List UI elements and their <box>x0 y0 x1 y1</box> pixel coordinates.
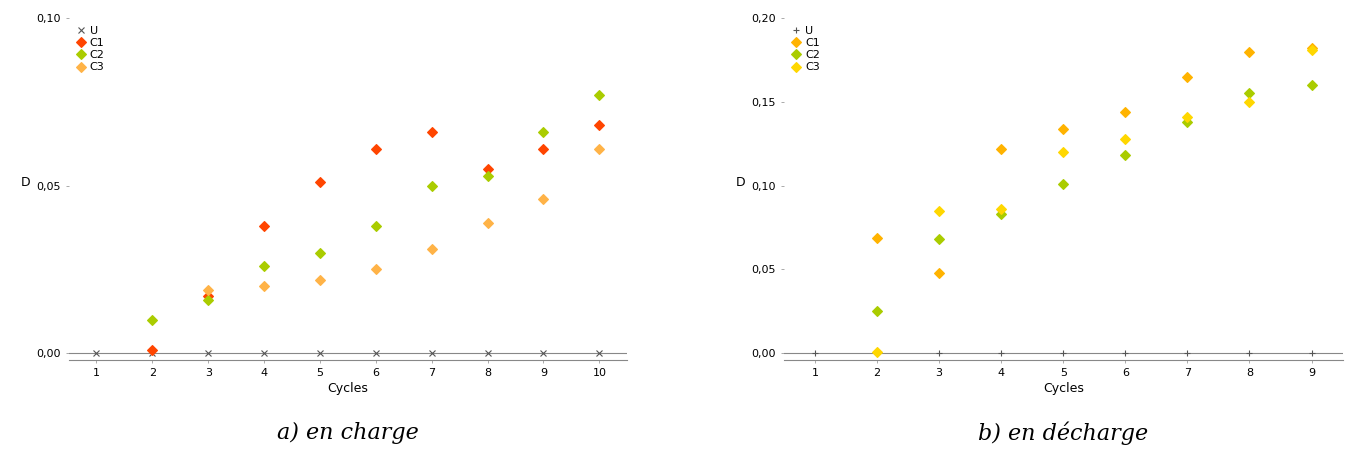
C1 <box>536 146 552 152</box>
C1 <box>367 146 384 152</box>
C1 <box>993 146 1010 152</box>
C2 <box>423 183 440 189</box>
C3 <box>1241 99 1258 104</box>
C2 <box>993 212 1010 217</box>
Line: C1: C1 <box>149 122 603 353</box>
C3 <box>479 220 496 225</box>
C1 <box>1055 126 1071 131</box>
C2 <box>1180 119 1196 125</box>
U <box>592 351 608 356</box>
U <box>256 351 273 356</box>
C2 <box>312 250 329 256</box>
U <box>807 351 823 356</box>
U <box>479 351 496 356</box>
C1 <box>930 270 947 275</box>
C1 <box>592 122 608 128</box>
Line: C1: C1 <box>874 45 1315 276</box>
C3 <box>1117 136 1133 141</box>
Line: C2: C2 <box>149 92 603 323</box>
C1 <box>423 129 440 135</box>
U <box>88 351 104 356</box>
Y-axis label: D: D <box>21 176 30 189</box>
C1 <box>479 166 496 171</box>
U <box>367 351 384 356</box>
X-axis label: Cycles: Cycles <box>327 382 369 395</box>
C3 <box>869 349 885 354</box>
Text: a) en charge: a) en charge <box>277 422 419 444</box>
Y-axis label: D: D <box>736 176 745 189</box>
Line: C3: C3 <box>204 145 603 293</box>
C3 <box>423 247 440 252</box>
C1 <box>312 180 329 185</box>
Legend: U, C1, C2, C3: U, C1, C2, C3 <box>74 23 107 75</box>
U <box>423 351 440 356</box>
C3 <box>536 196 552 202</box>
U <box>1117 351 1133 356</box>
C1 <box>1303 45 1319 51</box>
C1 <box>1180 74 1196 79</box>
Line: C3: C3 <box>874 46 1315 355</box>
C3 <box>256 284 273 289</box>
C2 <box>367 223 384 229</box>
C2 <box>1241 91 1258 96</box>
C3 <box>592 146 608 152</box>
Line: U: U <box>93 350 603 357</box>
U <box>536 351 552 356</box>
U <box>1303 351 1319 356</box>
C3 <box>200 287 216 292</box>
C3 <box>930 208 947 213</box>
C3 <box>993 207 1010 212</box>
U <box>144 351 160 356</box>
C2 <box>1303 82 1319 88</box>
C2 <box>869 309 885 314</box>
U <box>1241 351 1258 356</box>
C2 <box>930 237 947 242</box>
C2 <box>200 297 216 302</box>
C2 <box>592 92 608 98</box>
U <box>312 351 329 356</box>
C3 <box>1180 114 1196 120</box>
Legend: U, C1, C2, C3: U, C1, C2, C3 <box>789 23 822 75</box>
C3 <box>312 277 329 282</box>
Text: b) en décharge: b) en décharge <box>978 422 1148 445</box>
C1 <box>144 347 160 353</box>
C1 <box>869 235 885 240</box>
Line: C2: C2 <box>874 81 1315 315</box>
U <box>200 351 216 356</box>
C1 <box>256 223 273 229</box>
C2 <box>1117 153 1133 158</box>
C2 <box>536 129 552 135</box>
C2 <box>1055 181 1071 187</box>
U <box>993 351 1010 356</box>
Line: U: U <box>811 350 1315 357</box>
C3 <box>367 267 384 272</box>
C1 <box>200 293 216 299</box>
C3 <box>1055 149 1071 155</box>
C1 <box>1241 49 1258 54</box>
U <box>869 351 885 356</box>
C1 <box>1117 109 1133 115</box>
C2 <box>256 263 273 269</box>
C3 <box>1303 47 1319 53</box>
X-axis label: Cycles: Cycles <box>1043 382 1084 395</box>
U <box>1055 351 1071 356</box>
U <box>1180 351 1196 356</box>
C2 <box>144 317 160 323</box>
U <box>930 351 947 356</box>
C2 <box>479 173 496 178</box>
